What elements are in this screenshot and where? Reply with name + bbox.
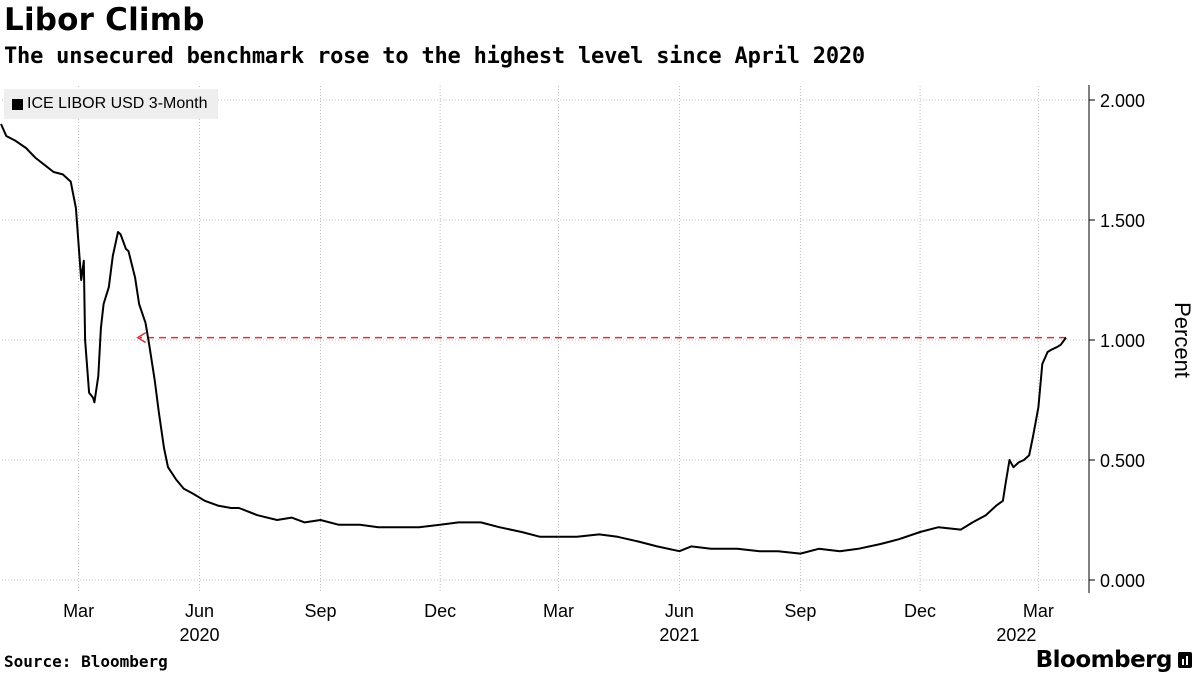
y-tick-label: 1.500 bbox=[1100, 211, 1145, 231]
grid-lines bbox=[2, 86, 1087, 592]
legend: ICE LIBOR USD 3-Month bbox=[4, 89, 218, 119]
y-tick-label: 0.500 bbox=[1100, 451, 1145, 471]
legend-swatch-icon bbox=[12, 98, 23, 110]
y-tick-label: 2.000 bbox=[1100, 91, 1145, 111]
x-tick-label: Sep bbox=[784, 601, 816, 621]
y-tick-label: 1.000 bbox=[1100, 331, 1145, 351]
x-tick-label: Jun bbox=[665, 601, 694, 621]
x-tick-label: Sep bbox=[304, 601, 336, 621]
series-line-libor bbox=[0, 123, 1067, 555]
series-layer bbox=[0, 123, 1067, 555]
y-tick-label: 0.000 bbox=[1100, 571, 1145, 591]
y-axis: 0.000 0.500 1.000 1.500 2.000 bbox=[1088, 85, 1145, 593]
chart-title: Libor Climb bbox=[4, 2, 205, 38]
x-year-label: 2020 bbox=[180, 625, 220, 645]
x-tick-label: Dec bbox=[904, 601, 936, 621]
source-note: Source: Bloomberg bbox=[4, 652, 168, 671]
annotation-arrowhead-icon bbox=[136, 331, 147, 344]
brand-logo: Bloomberg bbox=[1036, 647, 1192, 673]
legend-label: ICE LIBOR USD 3-Month bbox=[27, 95, 208, 112]
x-tick-label: Mar bbox=[63, 601, 94, 621]
x-tick-label: Dec bbox=[424, 601, 456, 621]
chart-subtitle: The unsecured benchmark rose to the high… bbox=[4, 44, 865, 69]
y-axis-title: Percent bbox=[1170, 302, 1195, 378]
x-axis: Mar 2020 Jun Sep Dec Mar 2021 Jun Sep Dec Mar 2022 bbox=[63, 601, 1054, 645]
x-tick-label: Mar bbox=[543, 601, 574, 621]
brand-name: Bloomberg bbox=[1035, 647, 1173, 673]
x-year-label: 2022 bbox=[996, 625, 1036, 645]
x-tick-label: Jun bbox=[185, 601, 214, 621]
x-tick-label: Mar bbox=[1023, 601, 1054, 621]
x-year-label: 2021 bbox=[659, 625, 699, 645]
terminal-icon bbox=[1178, 652, 1192, 668]
annotation-layer bbox=[136, 331, 1066, 344]
